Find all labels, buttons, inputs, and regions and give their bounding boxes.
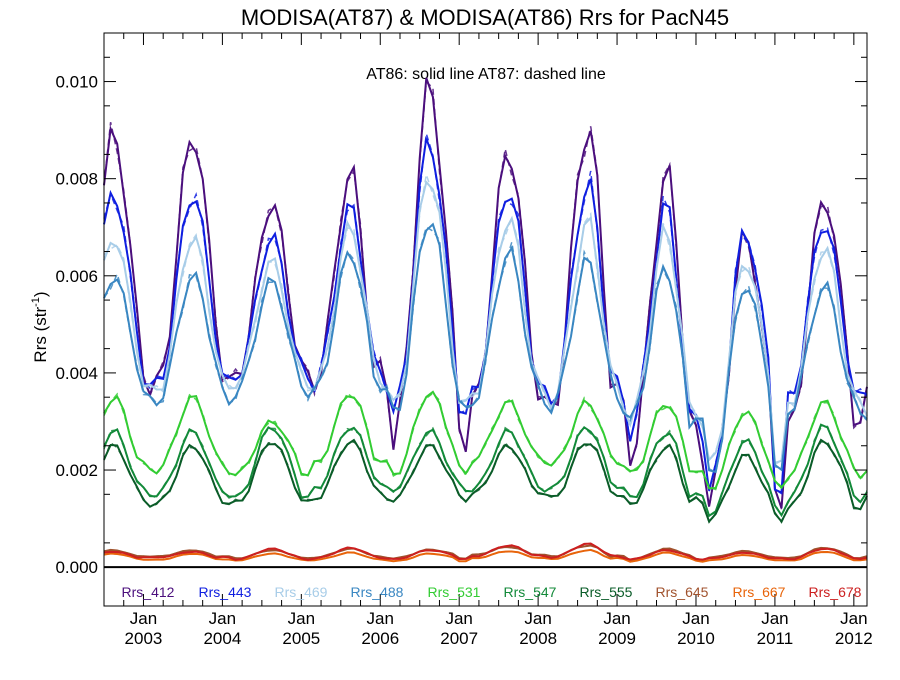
- chart-annotation: AT86: solid line AT87: dashed line: [366, 66, 606, 83]
- series-line-at86-Rrs_469: [103, 180, 868, 465]
- series-Rrs_488: [103, 222, 868, 474]
- series-layer: [103, 77, 868, 563]
- series-line-at87-Rrs_469: [103, 174, 868, 466]
- x-tick-label-year: 2010: [677, 629, 715, 648]
- axes-layer: 0.0000.0020.0040.0060.0080.010Jan2003Jan…: [55, 32, 873, 648]
- series-line-at86-Rrs_547: [103, 423, 868, 518]
- x-tick-label-year: 2003: [125, 629, 163, 648]
- series-line-at87-Rrs_412: [103, 80, 868, 510]
- x-tick-label-month: Jan: [288, 609, 315, 628]
- y-axis-label-main: Rrs (str: [31, 307, 50, 363]
- series-line-at87-Rrs_443: [103, 133, 868, 495]
- y-axis-label-close: ): [31, 291, 50, 297]
- series-line-at87-Rrs_555: [103, 441, 868, 524]
- series-Rrs_555: [103, 438, 868, 524]
- series-line-at87-Rrs_488: [103, 225, 868, 474]
- series-line-at87-Rrs_678: [103, 542, 868, 561]
- x-tick-label-month: Jan: [445, 609, 472, 628]
- series-line-at87-Rrs_531: [103, 392, 868, 491]
- legend-entry-Rrs_678: Rrs_678: [809, 584, 862, 600]
- series-Rrs_667: [103, 548, 868, 563]
- x-tick-label-year: 2007: [440, 629, 478, 648]
- series-line-at87-Rrs_547: [103, 425, 868, 517]
- x-tick-label-year: 2011: [757, 629, 794, 648]
- legend-entry-Rrs_547: Rrs_547: [504, 584, 557, 600]
- y-tick-label: 0.008: [55, 170, 98, 189]
- legend: Rrs_412 Rrs_443 Rrs_469 Rrs_488 Rrs_531 Rrs_5…: [122, 584, 862, 600]
- legend-entry-Rrs_531: Rrs_531: [428, 584, 481, 600]
- series-Rrs_547: [103, 423, 868, 518]
- x-tick-label-year: 2008: [519, 629, 557, 648]
- x-tick-label-year: 2005: [282, 629, 320, 648]
- x-tick-label-year: 2004: [203, 629, 241, 648]
- legend-entry-Rrs_412: Rrs_412: [122, 584, 175, 600]
- x-tick-label-year: 2006: [361, 629, 399, 648]
- x-tick-label-month: Jan: [209, 609, 236, 628]
- chart-title: MODISA(AT87) & MODISA(AT86) Rrs for PacN…: [241, 5, 729, 30]
- y-tick-label: 0.000: [55, 558, 98, 577]
- series-line-at86-Rrs_443: [103, 138, 868, 494]
- legend-entry-Rrs_645: Rrs_645: [656, 584, 709, 600]
- x-tick-label-month: Jan: [367, 609, 394, 628]
- series-line-at87-Rrs_667: [103, 548, 868, 563]
- legend-entry-Rrs_667: Rrs_667: [733, 584, 786, 600]
- y-axis-label-superscript: -1: [30, 297, 42, 307]
- y-tick-label: 0.010: [55, 73, 98, 92]
- x-tick-label-month: Jan: [761, 609, 788, 628]
- x-tick-label-month: Jan: [603, 609, 630, 628]
- x-tick-label-month: Jan: [130, 609, 157, 628]
- series-Rrs_678: [103, 542, 868, 561]
- y-axis-label: Rrs (str-1): [30, 291, 50, 362]
- series-Rrs_443: [103, 133, 868, 495]
- series-Rrs_469: [103, 174, 868, 466]
- y-tick-label: 0.004: [55, 364, 98, 383]
- x-tick-label-month: Jan: [524, 609, 551, 628]
- x-tick-label-year: 2009: [598, 629, 636, 648]
- legend-entry-Rrs_443: Rrs_443: [199, 584, 252, 600]
- plot-frame: [103, 32, 868, 607]
- series-Rrs_531: [103, 390, 868, 491]
- y-tick-label: 0.006: [55, 267, 98, 286]
- legend-entry-Rrs_488: Rrs_488: [351, 584, 404, 600]
- x-tick-label-year: 2012: [835, 629, 873, 648]
- x-tick-label-month: Jan: [682, 609, 709, 628]
- y-tick-label: 0.002: [55, 461, 98, 480]
- legend-entry-Rrs_469: Rrs_469: [275, 584, 328, 600]
- x-tick-label-month: Jan: [840, 609, 867, 628]
- legend-entry-Rrs_555: Rrs_555: [580, 584, 633, 600]
